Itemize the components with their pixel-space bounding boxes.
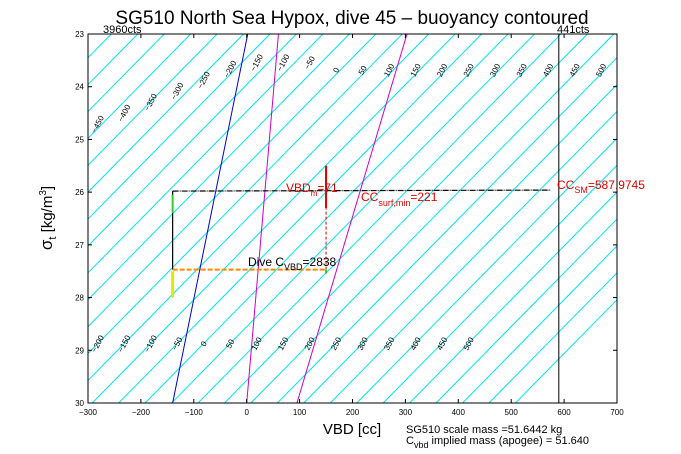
contour-line bbox=[88, 34, 191, 140]
y-tick-label: 23 bbox=[75, 30, 84, 39]
cc-sm-value: =587.9745 bbox=[588, 178, 645, 192]
dive-trace bbox=[171, 34, 560, 403]
y-tick-label: 27 bbox=[75, 241, 84, 250]
contour-line bbox=[488, 272, 617, 403]
chart-title: SG510 North Sea Hypox, dive 45 – buoyanc… bbox=[115, 8, 588, 29]
buoyancy-contour-lines bbox=[0, 34, 617, 403]
cc-surf-annotation: CCsurf,min=221 bbox=[361, 190, 438, 208]
cc-sm-annotation: CCSM=587.9745 bbox=[557, 178, 645, 195]
y-axis-sub: t bbox=[47, 237, 59, 240]
contour-line bbox=[250, 34, 615, 403]
y-tick-label: 24 bbox=[75, 83, 84, 92]
contour-line bbox=[277, 56, 617, 403]
vbd-value: =71 bbox=[317, 181, 338, 195]
highlight-contour-lines bbox=[172, 34, 408, 403]
contour-line bbox=[197, 34, 562, 403]
highlight-line bbox=[172, 34, 249, 403]
x-tick-label: 500 bbox=[505, 408, 519, 417]
x-tick-label: −200 bbox=[132, 408, 151, 417]
x-tick-label: 600 bbox=[557, 408, 571, 417]
y-axis-unit: [kg/m bbox=[39, 196, 56, 237]
contour-line bbox=[88, 34, 403, 355]
x-tick-label: 100 bbox=[293, 408, 307, 417]
contour-line bbox=[435, 218, 617, 403]
contour-line bbox=[0, 34, 32, 403]
contour-line bbox=[329, 110, 617, 403]
corner-left-label: 3960cts bbox=[103, 24, 142, 36]
y-tick-label: 25 bbox=[75, 135, 84, 144]
contour-line bbox=[171, 34, 535, 403]
x-tick-label: 700 bbox=[610, 408, 624, 417]
implied-sub: vbd bbox=[414, 440, 429, 450]
contour-line bbox=[88, 34, 271, 220]
x-axis-label: VBD [cc] bbox=[323, 421, 381, 438]
contour-line bbox=[224, 34, 588, 403]
y-axis-close: ] bbox=[39, 186, 56, 190]
x-tick-label: 300 bbox=[399, 408, 413, 417]
cc-surf-sub: surf,min bbox=[378, 198, 410, 208]
contour-line bbox=[88, 34, 430, 382]
contour-line bbox=[409, 191, 617, 403]
y-tick-label: 29 bbox=[75, 346, 84, 355]
x-tick-label: 400 bbox=[452, 408, 466, 417]
x-tick-label: −300 bbox=[79, 408, 98, 417]
contour-line bbox=[91, 34, 456, 403]
dive-c-annotation: Dive CVBD=2838 bbox=[248, 255, 337, 272]
x-tick-label: −100 bbox=[185, 408, 204, 417]
x-tick-label: 0 bbox=[244, 408, 249, 417]
contour-line bbox=[0, 34, 5, 403]
contour-line bbox=[144, 34, 509, 403]
contour-line bbox=[462, 245, 617, 403]
y-tick-label: 26 bbox=[75, 188, 84, 197]
contour-line bbox=[88, 34, 218, 166]
highlight-line bbox=[296, 34, 408, 403]
contour-line bbox=[88, 34, 165, 113]
cc-sm-label: CC bbox=[557, 178, 575, 192]
contour-line bbox=[303, 83, 617, 403]
contour-line bbox=[88, 34, 377, 328]
cc-surf-label: CC bbox=[361, 190, 379, 204]
contour-label: 0 bbox=[331, 66, 341, 75]
contour-line bbox=[88, 34, 244, 193]
scale-mass-text: SG510 scale mass =51.6442 kg bbox=[406, 424, 562, 436]
corner-right-label: 441cts bbox=[557, 24, 590, 36]
contour-label: 0 bbox=[199, 339, 209, 348]
y-tick-label: 28 bbox=[75, 294, 84, 303]
vbd-sub: m bbox=[311, 189, 318, 198]
y-axis-sup: 3 bbox=[38, 190, 49, 196]
x-ticks: −300 −200 −100 0 100 200 300 400 500 600 700 bbox=[79, 34, 624, 417]
cc-sm-sub: SM bbox=[574, 185, 588, 195]
y-tick-label: 30 bbox=[75, 399, 84, 408]
implied-mass-text: Cvbd implied mass (apogee) = 51.640 bbox=[406, 435, 589, 450]
contour-line bbox=[118, 34, 482, 403]
contour-line bbox=[88, 34, 324, 274]
implied-value: implied mass (apogee) = 51.640 bbox=[428, 435, 589, 447]
svg-text:σt [kg/m3]: σt [kg/m3] bbox=[37, 186, 59, 250]
contour-line bbox=[88, 34, 350, 301]
highlight-line bbox=[246, 34, 279, 403]
y-ticks: 23 24 25 26 27 28 29 30 bbox=[75, 30, 617, 408]
contour-line bbox=[515, 299, 617, 403]
implied-label: C bbox=[406, 435, 414, 447]
vbd-label: VBD bbox=[286, 181, 311, 195]
y-axis-label: σt [kg/m3] bbox=[37, 186, 59, 250]
contour-line bbox=[88, 34, 297, 247]
contour-line bbox=[356, 137, 617, 403]
cc-surf-value: =221 bbox=[410, 190, 437, 204]
dive-c-sub: VBD bbox=[284, 262, 303, 272]
dive-c-label: Dive C bbox=[248, 255, 284, 269]
x-tick-label: 200 bbox=[346, 408, 360, 417]
y-axis-sigma: σ bbox=[37, 239, 56, 250]
surface-trace bbox=[172, 189, 551, 192]
dive-c-value: =2838 bbox=[303, 255, 337, 269]
vbd-annotation: VBDm=71 bbox=[286, 181, 338, 198]
contour-line bbox=[382, 164, 617, 403]
